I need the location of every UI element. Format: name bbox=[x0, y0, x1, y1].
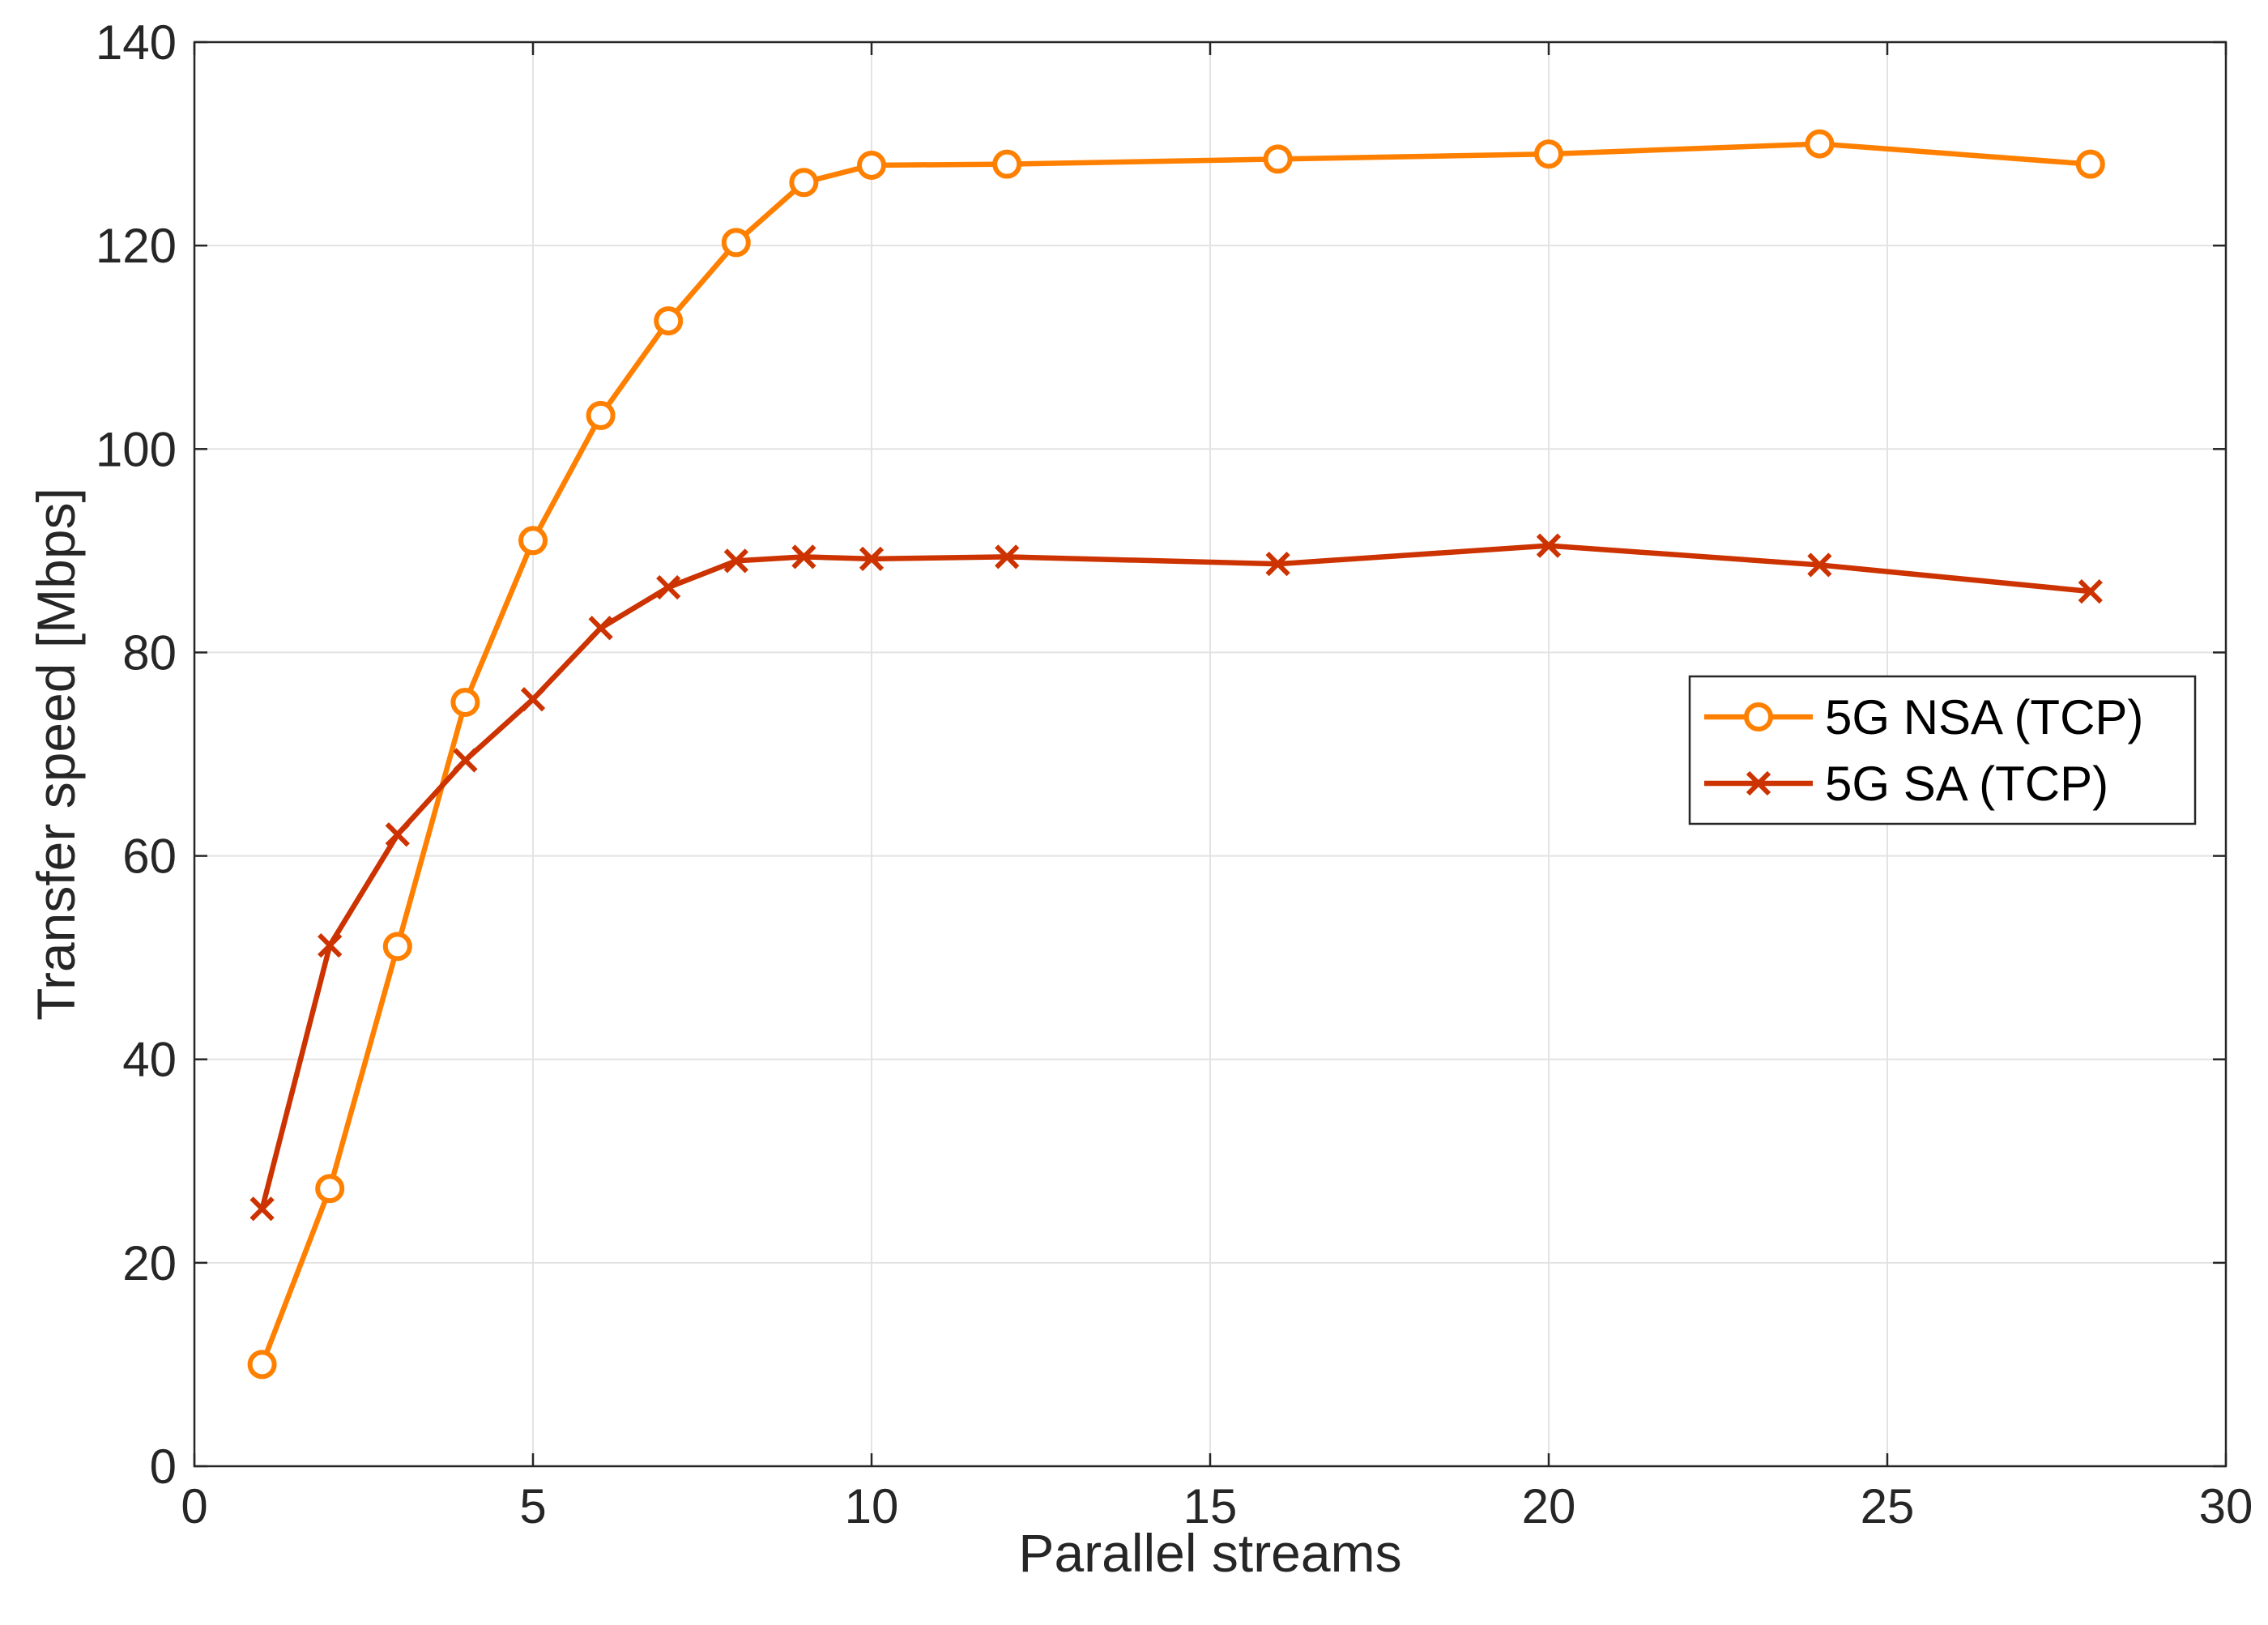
legend-marker bbox=[1746, 770, 1771, 796]
data-point bbox=[315, 1174, 345, 1204]
series-sa bbox=[249, 533, 2103, 1222]
data-point bbox=[859, 546, 885, 572]
data-point bbox=[1536, 533, 1562, 558]
legend-label: 5G NSA (TCP) bbox=[1825, 690, 2143, 744]
data-point-stroke bbox=[995, 544, 1020, 569]
legend-marker bbox=[1744, 702, 1773, 731]
data-point bbox=[1265, 552, 1290, 577]
legend-box bbox=[1688, 675, 2197, 825]
x-tick-label: 5 bbox=[519, 1479, 546, 1533]
data-point-stroke bbox=[520, 687, 546, 712]
data-point bbox=[382, 932, 412, 962]
data-point-stroke bbox=[791, 544, 816, 569]
data-point-stroke bbox=[318, 932, 343, 958]
y-tick-label: 140 bbox=[96, 15, 177, 70]
x-tick-label: 20 bbox=[1522, 1479, 1576, 1533]
data-point bbox=[789, 168, 819, 198]
data-point-stroke bbox=[453, 748, 478, 773]
x-tick-label: 10 bbox=[845, 1479, 899, 1533]
legend-entry: 5G NSA (TCP) bbox=[1704, 690, 2143, 744]
data-point bbox=[992, 149, 1022, 179]
data-point bbox=[453, 748, 478, 773]
data-point-stroke bbox=[656, 574, 681, 600]
axis-ticks: 0 5 10 15 20 25 30 0 20 40 60 80 100 120 140 bbox=[96, 15, 2253, 1533]
data-point bbox=[723, 548, 748, 574]
legend: 5G NSA (TCP) 5G SA (TCP) bbox=[1688, 675, 2197, 825]
data-point bbox=[247, 1350, 277, 1380]
data-point bbox=[2078, 578, 2103, 604]
data-point bbox=[721, 228, 751, 258]
x-tick-label: 15 bbox=[1183, 1479, 1238, 1533]
data-point bbox=[586, 400, 616, 430]
data-point bbox=[1263, 144, 1293, 174]
x-axis-label: Parallel streams bbox=[1018, 1523, 1401, 1583]
data-point-stroke bbox=[1536, 533, 1562, 558]
legend-entry: 5G SA (TCP) bbox=[1704, 757, 2108, 811]
data-point bbox=[995, 544, 1020, 569]
data-point-stroke bbox=[385, 822, 410, 847]
data-point bbox=[1534, 139, 1563, 169]
y-tick-label: 80 bbox=[122, 625, 177, 680]
data-point bbox=[588, 616, 613, 641]
y-tick-label: 120 bbox=[96, 219, 177, 273]
x-tick-label: 25 bbox=[1861, 1479, 1915, 1533]
y-axis-label: Transfer speed [Mbps] bbox=[26, 488, 86, 1021]
series-layer bbox=[247, 129, 2105, 1380]
data-point bbox=[2075, 149, 2105, 179]
data-point bbox=[1807, 552, 1832, 578]
data-point bbox=[385, 822, 410, 847]
y-tick-label: 20 bbox=[122, 1236, 177, 1290]
data-point bbox=[318, 932, 343, 958]
legend-label: 5G SA (TCP) bbox=[1825, 757, 2108, 811]
y-tick-label: 100 bbox=[96, 422, 177, 476]
data-point bbox=[1805, 129, 1835, 159]
legend-marker-stroke bbox=[1746, 770, 1771, 796]
data-point-stroke bbox=[249, 1196, 275, 1222]
data-point bbox=[857, 150, 886, 180]
x-tick-label: 30 bbox=[2199, 1479, 2253, 1533]
data-point bbox=[656, 574, 681, 600]
y-tick-label: 40 bbox=[122, 1033, 177, 1087]
data-point-stroke bbox=[1807, 552, 1832, 578]
data-point bbox=[791, 544, 816, 569]
data-point-stroke bbox=[723, 548, 748, 574]
data-point bbox=[450, 687, 480, 717]
series-nsa bbox=[247, 129, 2105, 1380]
data-point-stroke bbox=[588, 616, 613, 641]
x-tick-label: 0 bbox=[181, 1479, 207, 1533]
data-point bbox=[249, 1196, 275, 1222]
data-point bbox=[654, 306, 684, 336]
y-tick-label: 0 bbox=[150, 1439, 177, 1494]
data-point-stroke bbox=[2078, 578, 2103, 604]
data-point bbox=[520, 687, 546, 712]
data-point bbox=[518, 526, 548, 556]
y-tick-label: 60 bbox=[122, 830, 177, 884]
data-point-stroke bbox=[859, 546, 885, 572]
data-point-stroke bbox=[1265, 552, 1290, 577]
